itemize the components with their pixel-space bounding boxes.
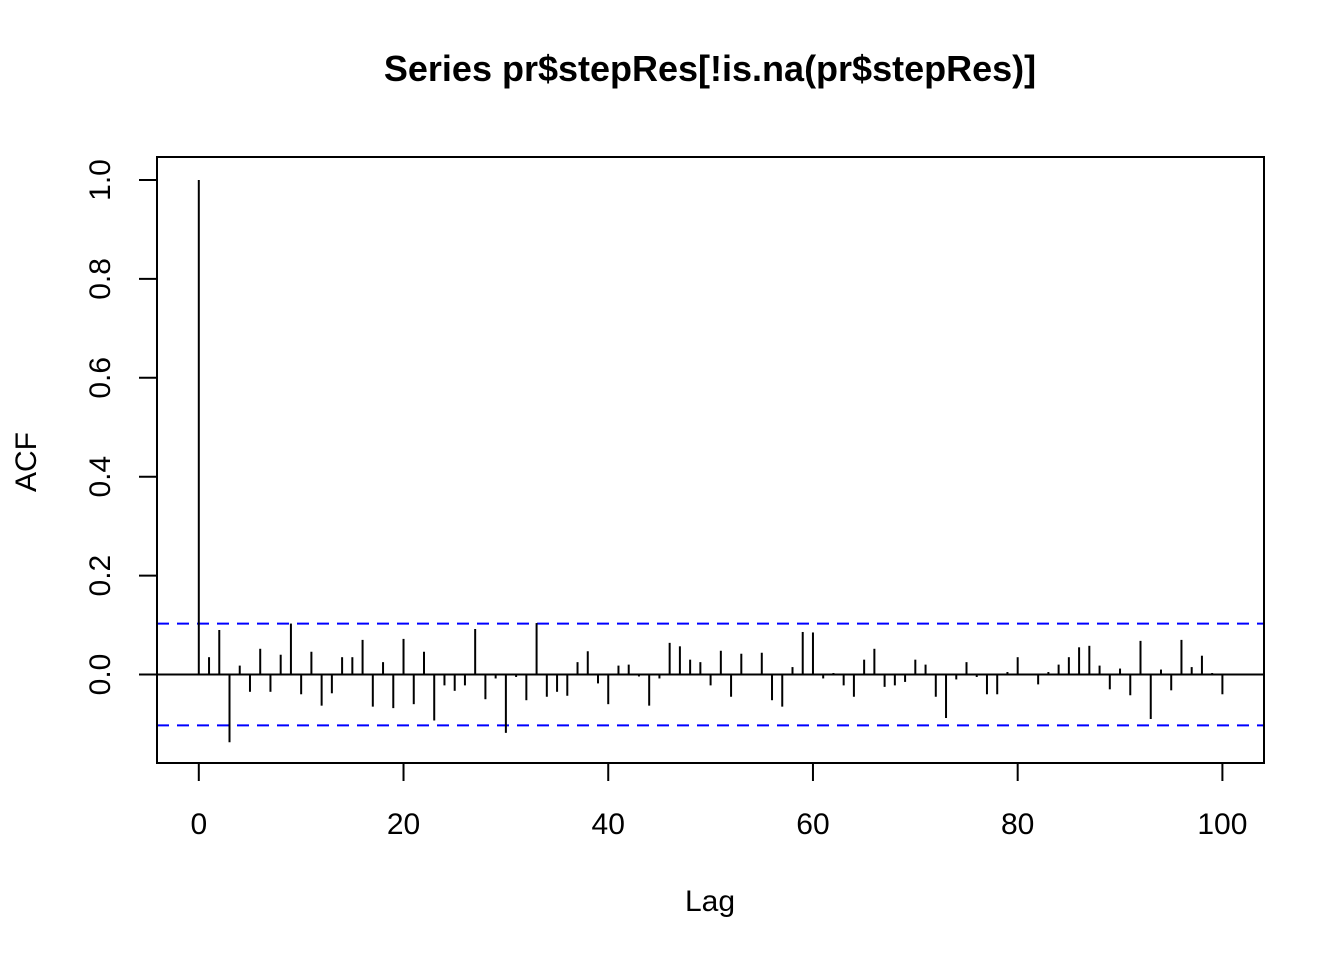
x-tick-label: 20 [387,808,420,841]
x-tick-label: 80 [1001,808,1034,841]
plot-area [157,180,1264,743]
x-tick-label: 0 [190,808,207,841]
y-tick-label: 0.8 [84,258,117,300]
y-tick-label: 0.0 [84,654,117,696]
x-tick-label: 40 [592,808,625,841]
x-tick-label: 60 [796,808,829,841]
chart-title: Series pr$stepRes[!is.na(pr$stepRes)] [384,48,1036,89]
x-axis-label: Lag [685,885,735,918]
y-tick-label: 1.0 [84,159,117,201]
y-axis: 0.0 0.2 0.4 0.6 0.8 1.0 [84,159,158,696]
x-axis: 0 20 40 60 80 100 [190,762,1247,841]
y-axis-label: ACF [10,432,43,492]
x-tick-label: 100 [1197,808,1247,841]
y-tick-label: 0.4 [84,456,117,498]
y-tick-label: 0.6 [84,357,117,399]
y-tick-label: 0.2 [84,555,117,597]
plot-frame [156,156,1265,764]
